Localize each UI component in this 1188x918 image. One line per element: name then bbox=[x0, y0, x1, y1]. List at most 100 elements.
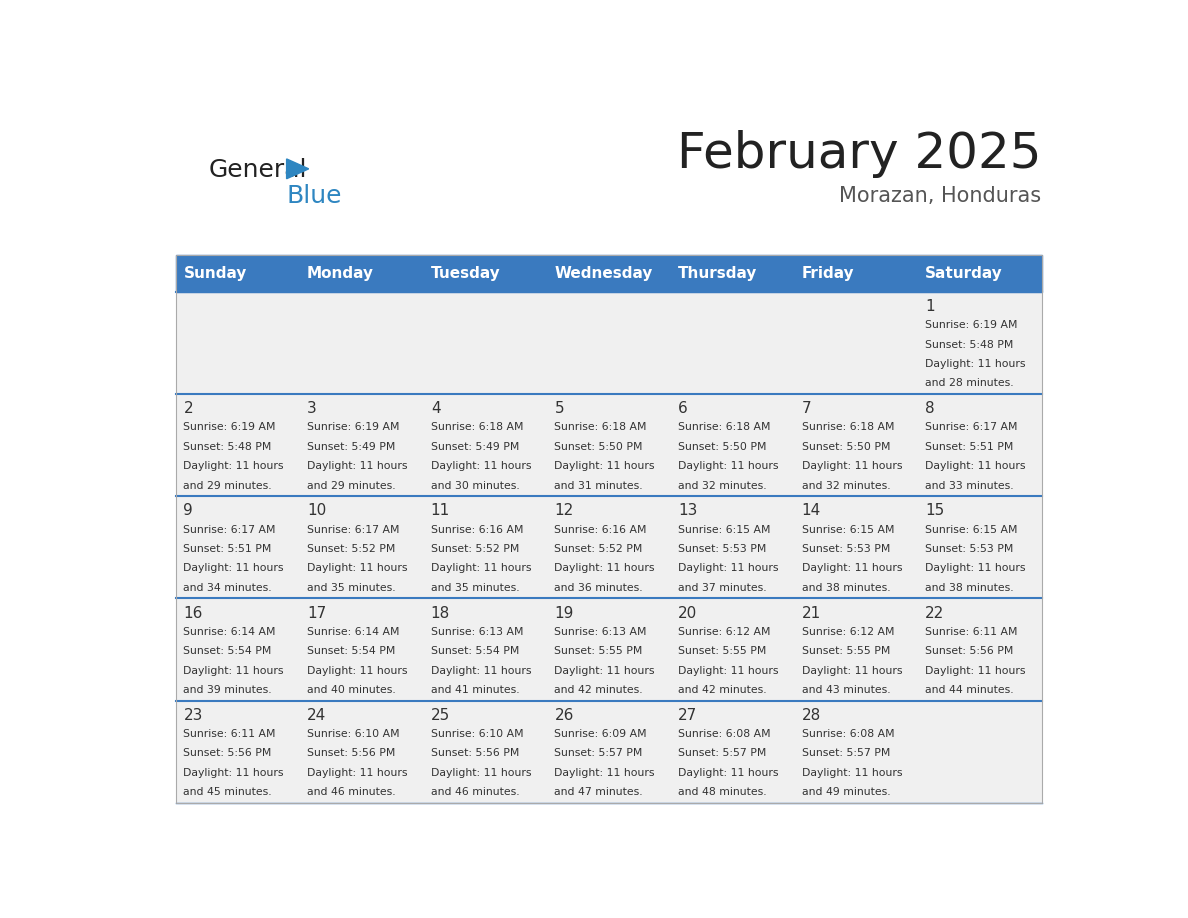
Text: Sunset: 5:49 PM: Sunset: 5:49 PM bbox=[431, 442, 519, 452]
Text: Saturday: Saturday bbox=[925, 266, 1003, 281]
Text: Tuesday: Tuesday bbox=[431, 266, 500, 281]
Text: Sunrise: 6:14 AM: Sunrise: 6:14 AM bbox=[183, 627, 276, 637]
Text: Sunset: 5:56 PM: Sunset: 5:56 PM bbox=[925, 646, 1013, 656]
Text: Daylight: 11 hours: Daylight: 11 hours bbox=[802, 461, 902, 471]
Bar bbox=[176, 700, 1042, 803]
Text: Daylight: 11 hours: Daylight: 11 hours bbox=[183, 767, 284, 778]
Text: Daylight: 11 hours: Daylight: 11 hours bbox=[925, 666, 1025, 676]
Text: Sunrise: 6:08 AM: Sunrise: 6:08 AM bbox=[678, 729, 771, 739]
Text: Wednesday: Wednesday bbox=[555, 266, 652, 281]
Text: Sunset: 5:57 PM: Sunset: 5:57 PM bbox=[555, 748, 643, 758]
Text: Sunrise: 6:18 AM: Sunrise: 6:18 AM bbox=[802, 422, 895, 432]
Text: Sunset: 5:48 PM: Sunset: 5:48 PM bbox=[183, 442, 272, 452]
Text: 16: 16 bbox=[183, 606, 203, 621]
Text: Sunset: 5:53 PM: Sunset: 5:53 PM bbox=[925, 544, 1013, 554]
Text: 25: 25 bbox=[431, 708, 450, 722]
Text: Daylight: 11 hours: Daylight: 11 hours bbox=[802, 666, 902, 676]
Text: Sunset: 5:56 PM: Sunset: 5:56 PM bbox=[308, 748, 396, 758]
Text: Sunset: 5:55 PM: Sunset: 5:55 PM bbox=[802, 646, 890, 656]
Text: and 29 minutes.: and 29 minutes. bbox=[308, 480, 396, 490]
Text: Monday: Monday bbox=[308, 266, 374, 281]
Text: 28: 28 bbox=[802, 708, 821, 722]
Text: 1: 1 bbox=[925, 299, 935, 314]
Text: Sunset: 5:55 PM: Sunset: 5:55 PM bbox=[678, 646, 766, 656]
Text: Sunrise: 6:11 AM: Sunrise: 6:11 AM bbox=[183, 729, 276, 739]
Text: and 38 minutes.: and 38 minutes. bbox=[925, 583, 1013, 593]
Text: February 2025: February 2025 bbox=[677, 130, 1042, 178]
Text: and 42 minutes.: and 42 minutes. bbox=[678, 685, 766, 695]
Text: Sunrise: 6:17 AM: Sunrise: 6:17 AM bbox=[925, 422, 1018, 432]
Text: and 32 minutes.: and 32 minutes. bbox=[802, 480, 890, 490]
Text: Sunrise: 6:11 AM: Sunrise: 6:11 AM bbox=[925, 627, 1018, 637]
Text: Sunset: 5:53 PM: Sunset: 5:53 PM bbox=[678, 544, 766, 554]
Text: and 39 minutes.: and 39 minutes. bbox=[183, 685, 272, 695]
Text: Daylight: 11 hours: Daylight: 11 hours bbox=[431, 461, 531, 471]
Text: Sunset: 5:56 PM: Sunset: 5:56 PM bbox=[183, 748, 272, 758]
Text: Sunrise: 6:18 AM: Sunrise: 6:18 AM bbox=[431, 422, 523, 432]
Text: Daylight: 11 hours: Daylight: 11 hours bbox=[555, 666, 655, 676]
Text: Daylight: 11 hours: Daylight: 11 hours bbox=[925, 461, 1025, 471]
Text: and 45 minutes.: and 45 minutes. bbox=[183, 788, 272, 797]
Text: Sunrise: 6:17 AM: Sunrise: 6:17 AM bbox=[308, 524, 399, 534]
Text: Sunrise: 6:19 AM: Sunrise: 6:19 AM bbox=[183, 422, 276, 432]
Text: and 29 minutes.: and 29 minutes. bbox=[183, 480, 272, 490]
Text: Daylight: 11 hours: Daylight: 11 hours bbox=[555, 564, 655, 574]
Text: 6: 6 bbox=[678, 401, 688, 416]
Text: Sunrise: 6:16 AM: Sunrise: 6:16 AM bbox=[431, 524, 523, 534]
Text: Sunrise: 6:15 AM: Sunrise: 6:15 AM bbox=[678, 524, 771, 534]
Text: 4: 4 bbox=[431, 401, 441, 416]
Text: and 34 minutes.: and 34 minutes. bbox=[183, 583, 272, 593]
Text: Sunset: 5:54 PM: Sunset: 5:54 PM bbox=[431, 646, 519, 656]
Text: 10: 10 bbox=[308, 503, 327, 519]
Text: Daylight: 11 hours: Daylight: 11 hours bbox=[183, 666, 284, 676]
Text: Sunrise: 6:08 AM: Sunrise: 6:08 AM bbox=[802, 729, 895, 739]
Text: Thursday: Thursday bbox=[678, 266, 758, 281]
Text: and 41 minutes.: and 41 minutes. bbox=[431, 685, 519, 695]
Text: 13: 13 bbox=[678, 503, 697, 519]
Text: Sunset: 5:48 PM: Sunset: 5:48 PM bbox=[925, 340, 1013, 350]
Text: Daylight: 11 hours: Daylight: 11 hours bbox=[431, 666, 531, 676]
Text: Sunset: 5:57 PM: Sunset: 5:57 PM bbox=[678, 748, 766, 758]
Text: and 35 minutes.: and 35 minutes. bbox=[308, 583, 396, 593]
Text: and 40 minutes.: and 40 minutes. bbox=[308, 685, 396, 695]
Text: Daylight: 11 hours: Daylight: 11 hours bbox=[183, 461, 284, 471]
Text: Daylight: 11 hours: Daylight: 11 hours bbox=[925, 564, 1025, 574]
Text: 14: 14 bbox=[802, 503, 821, 519]
Text: Daylight: 11 hours: Daylight: 11 hours bbox=[802, 564, 902, 574]
Text: 9: 9 bbox=[183, 503, 194, 519]
Text: Sunset: 5:53 PM: Sunset: 5:53 PM bbox=[802, 544, 890, 554]
Text: and 46 minutes.: and 46 minutes. bbox=[431, 788, 519, 797]
Bar bbox=[176, 394, 1042, 497]
Text: Friday: Friday bbox=[802, 266, 854, 281]
Text: Sunset: 5:56 PM: Sunset: 5:56 PM bbox=[431, 748, 519, 758]
Text: Sunrise: 6:16 AM: Sunrise: 6:16 AM bbox=[555, 524, 647, 534]
Text: Sunrise: 6:17 AM: Sunrise: 6:17 AM bbox=[183, 524, 276, 534]
Text: Sunrise: 6:18 AM: Sunrise: 6:18 AM bbox=[678, 422, 771, 432]
Text: and 49 minutes.: and 49 minutes. bbox=[802, 788, 890, 797]
Text: Daylight: 11 hours: Daylight: 11 hours bbox=[431, 564, 531, 574]
Text: Sunset: 5:50 PM: Sunset: 5:50 PM bbox=[802, 442, 890, 452]
Text: Sunset: 5:52 PM: Sunset: 5:52 PM bbox=[308, 544, 396, 554]
Text: 2: 2 bbox=[183, 401, 194, 416]
Text: Daylight: 11 hours: Daylight: 11 hours bbox=[308, 767, 407, 778]
Text: 27: 27 bbox=[678, 708, 697, 722]
Text: 11: 11 bbox=[431, 503, 450, 519]
Text: Sunrise: 6:19 AM: Sunrise: 6:19 AM bbox=[308, 422, 399, 432]
Text: Sunrise: 6:10 AM: Sunrise: 6:10 AM bbox=[308, 729, 399, 739]
Text: 24: 24 bbox=[308, 708, 327, 722]
Bar bbox=[176, 255, 1042, 292]
Bar bbox=[176, 497, 1042, 599]
Text: and 31 minutes.: and 31 minutes. bbox=[555, 480, 643, 490]
Text: Daylight: 11 hours: Daylight: 11 hours bbox=[308, 666, 407, 676]
Text: and 42 minutes.: and 42 minutes. bbox=[555, 685, 643, 695]
Bar bbox=[176, 292, 1042, 394]
Text: Sunday: Sunday bbox=[183, 266, 247, 281]
Bar bbox=[176, 599, 1042, 700]
Polygon shape bbox=[286, 159, 309, 179]
Text: and 46 minutes.: and 46 minutes. bbox=[308, 788, 396, 797]
Text: 5: 5 bbox=[555, 401, 564, 416]
Text: Sunrise: 6:15 AM: Sunrise: 6:15 AM bbox=[802, 524, 895, 534]
Text: Sunset: 5:50 PM: Sunset: 5:50 PM bbox=[678, 442, 766, 452]
Text: 15: 15 bbox=[925, 503, 944, 519]
Text: Blue: Blue bbox=[286, 185, 342, 208]
